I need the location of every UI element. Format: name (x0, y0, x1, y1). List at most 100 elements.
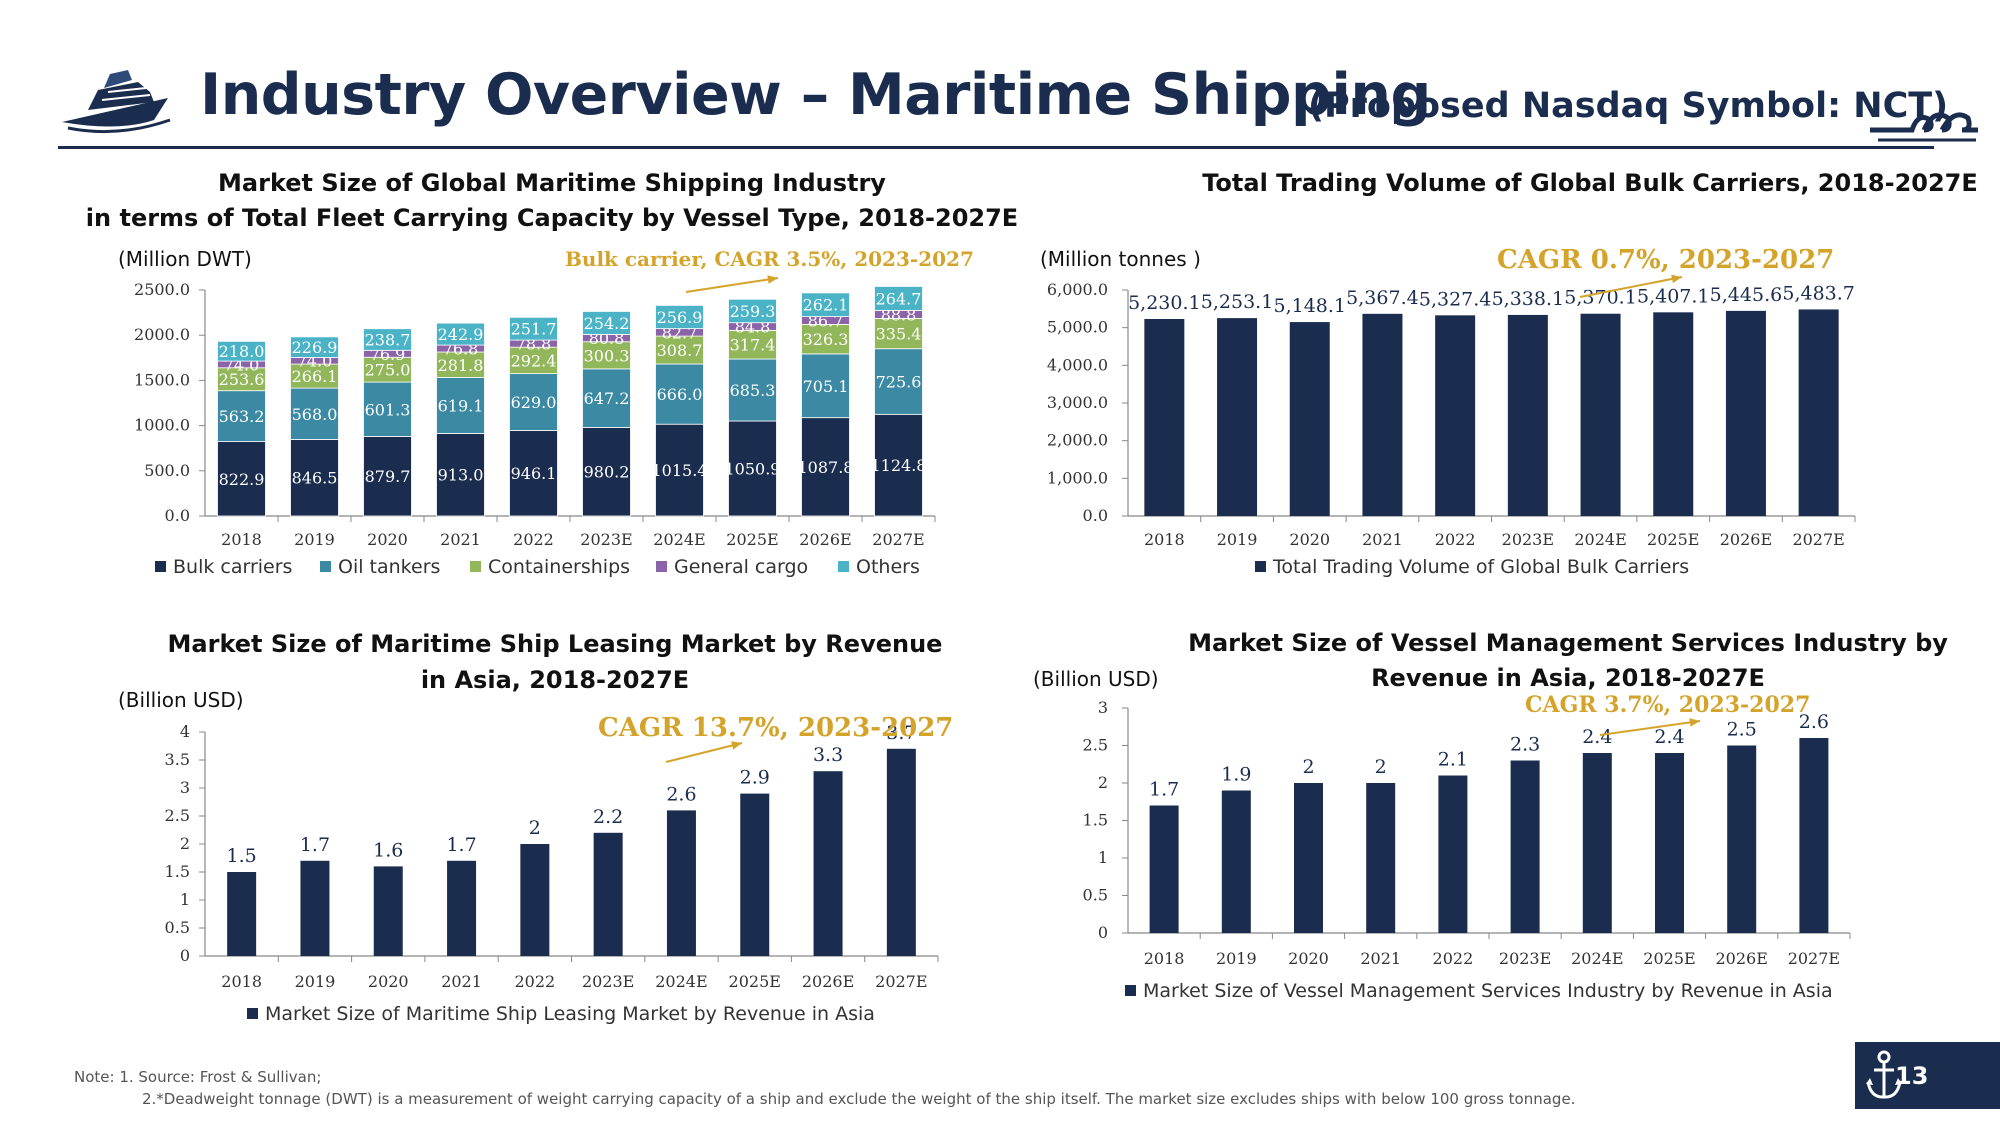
bar-segment (290, 336, 339, 358)
cagr-arrowhead (1671, 274, 1682, 284)
x-tick-label: 2026E (1715, 949, 1767, 968)
bar-segment (290, 439, 339, 517)
y-tick-label: 1500.0 (134, 370, 190, 389)
legend-swatch (155, 561, 166, 572)
data-label: 2 (529, 817, 541, 839)
y-tick-label: 2.5 (1083, 736, 1108, 755)
data-label: 5,230.1 (1128, 292, 1201, 314)
bar-segment (582, 311, 631, 335)
header-divider (58, 146, 1934, 149)
y-tick-label: 3 (1098, 698, 1108, 717)
bar-segment (290, 363, 339, 389)
x-tick-label: 2018 (221, 972, 262, 991)
footnote: Note: 1. Source: Frost & Sullivan; 2.*De… (74, 1066, 1575, 1110)
bar-segment (436, 377, 485, 434)
bar (740, 793, 770, 956)
bar-segment (436, 322, 485, 346)
bar-segment (801, 292, 850, 317)
y-tick-label: 2 (180, 834, 190, 853)
x-tick-label: 2026E (799, 530, 851, 549)
y-tick-label: 2000.0 (134, 325, 190, 344)
data-label: 563.2 (219, 407, 265, 426)
data-label: 264.7 (876, 289, 922, 308)
bar-segment (655, 304, 704, 330)
x-tick-label: 2019 (294, 530, 335, 549)
data-label: 1087.8 (798, 458, 854, 477)
y-tick-label: 2500.0 (134, 280, 190, 299)
data-label: 946.1 (511, 464, 557, 483)
bar (300, 860, 330, 956)
data-label: 822.9 (219, 470, 265, 489)
x-tick-label: 2024E (655, 972, 707, 991)
chart-title: in terms of Total Fleet Carrying Capacit… (86, 204, 1018, 232)
data-label: 251.7 (511, 320, 557, 339)
x-tick-label: 2024E (1574, 530, 1626, 549)
data-label: 335.4 (876, 325, 922, 344)
x-tick-label: 2020 (1289, 530, 1330, 549)
data-label: 326.3 (803, 330, 849, 349)
y-tick-label: 1000.0 (134, 416, 190, 435)
data-label: 5,327.4 (1419, 288, 1492, 310)
page-subtitle: (Proposed Nasdaq Symbol: NCT) (1308, 86, 1949, 126)
data-label: 226.9 (292, 338, 338, 357)
data-label: 2 (1302, 756, 1314, 778)
bar (520, 844, 550, 956)
x-tick-label: 2023E (1499, 949, 1551, 968)
data-label: 2.4 (1582, 726, 1612, 748)
bar-segment (582, 368, 631, 428)
data-label: 253.6 (219, 370, 265, 389)
x-tick-label: 2024E (1571, 949, 1623, 968)
data-label: 5,370.1 (1564, 287, 1637, 309)
bar-segment (801, 324, 850, 355)
x-tick-label: 2020 (368, 972, 409, 991)
data-label: 1124.8 (871, 456, 927, 475)
data-label: 5,338.1 (1492, 288, 1565, 310)
y-tick-label: 1 (180, 890, 190, 909)
data-label: 1015.4 (652, 461, 708, 480)
x-tick-label: 2018 (1144, 530, 1185, 549)
bar (1655, 753, 1684, 933)
data-label: 980.2 (584, 463, 630, 482)
page-title: Industry Overview – Maritime Shipping (200, 62, 1431, 128)
y-tick-label: 4 (180, 722, 190, 741)
x-tick-label: 2018 (221, 530, 262, 549)
bar-segment (874, 286, 923, 311)
x-tick-label: 2026E (802, 972, 854, 991)
data-label: 5,445.6 (1710, 284, 1783, 306)
chart-title: Market Size of Maritime Ship Leasing Mar… (168, 630, 943, 658)
bar-segment (874, 348, 923, 415)
data-label: 5,148.1 (1273, 295, 1346, 317)
data-label: 218.0 (219, 342, 265, 361)
data-label: 266.1 (292, 367, 338, 386)
bar-segment (436, 351, 485, 378)
y-tick-label: 0 (180, 946, 190, 965)
bar-segment (874, 413, 923, 517)
legend-swatch (1255, 561, 1266, 572)
y-tick-label: 0 (1098, 923, 1108, 942)
x-tick-label: 2020 (1288, 949, 1329, 968)
x-tick-label: 2027E (1792, 530, 1844, 549)
data-label: 5,367.4 (1346, 287, 1419, 309)
x-tick-label: 2022 (1433, 949, 1474, 968)
data-label: 568.0 (292, 405, 338, 424)
y-tick-label: 6,000.0 (1047, 280, 1108, 299)
bar (1149, 805, 1179, 933)
bar (227, 872, 257, 956)
x-tick-label: 2027E (872, 530, 924, 549)
y-tick-label: 3,000.0 (1047, 393, 1108, 412)
wave-icon (1870, 112, 1978, 142)
x-tick-label: 2021 (440, 530, 481, 549)
bar-segment (655, 423, 704, 517)
x-tick-label: 2025E (1647, 530, 1699, 549)
legend-label: Bulk carriers (173, 556, 292, 578)
bar (1217, 318, 1258, 516)
data-label: 238.7 (365, 331, 411, 350)
y-tick-label: 0.0 (1083, 506, 1108, 525)
data-label: 2.2 (593, 806, 623, 828)
x-tick-label: 2027E (1788, 949, 1840, 968)
bar-segment (363, 356, 412, 383)
data-label: 3.7 (886, 722, 916, 744)
legend-label: Market Size of Maritime Ship Leasing Mar… (265, 1003, 875, 1025)
bar (1289, 322, 1330, 516)
y-tick-label: 1.5 (1083, 811, 1108, 830)
